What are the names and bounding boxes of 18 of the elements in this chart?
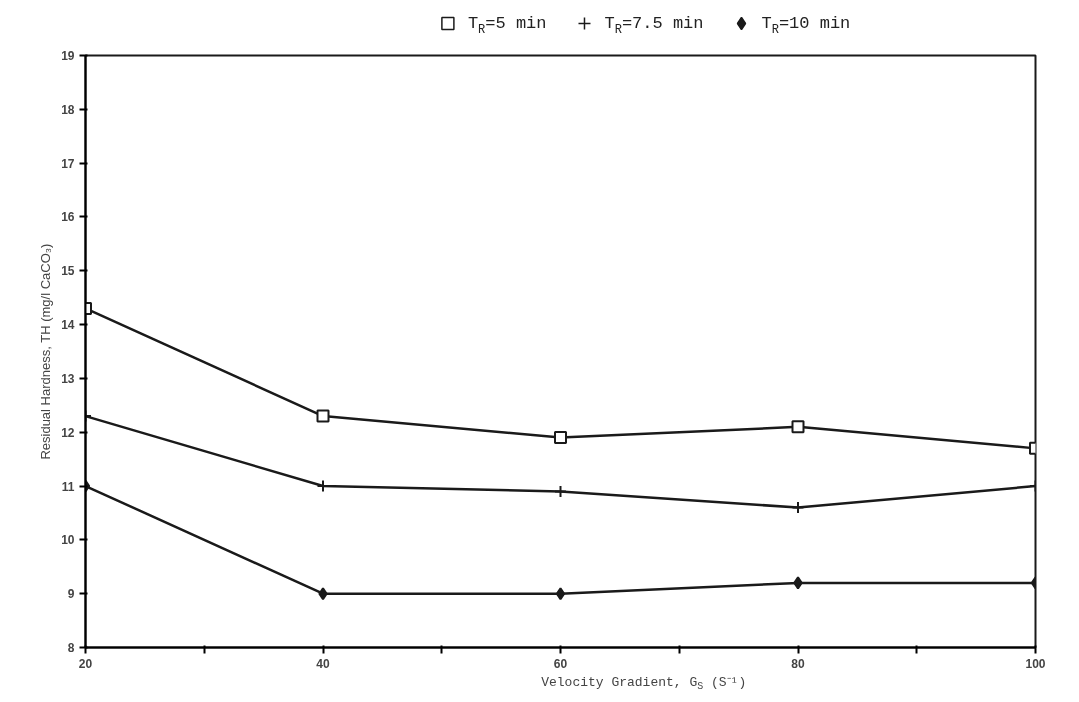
- y-tick-label: 19: [61, 49, 75, 63]
- y-tick-label: 13: [61, 371, 75, 386]
- y-tick-label: 18: [61, 102, 75, 117]
- x-tick-label: 80: [791, 656, 805, 671]
- y-tick-label: 14: [61, 318, 75, 333]
- x-tick-label: 40: [316, 656, 330, 671]
- y-axis-title: Residual Hardness, TH (mg/l CaCO₃): [38, 243, 54, 460]
- y-tick-label: 16: [61, 210, 75, 225]
- y-tick-label: 17: [61, 156, 75, 171]
- y-tick-label: 10: [61, 533, 75, 548]
- x-tick-label: 100: [1025, 656, 1046, 671]
- y-tick-label: 9: [67, 587, 75, 602]
- y-tick-label: 15: [61, 264, 75, 279]
- y-tick-label: 8: [67, 641, 75, 655]
- y-tick-label: 11: [61, 479, 75, 494]
- x-tick-label: 60: [553, 656, 568, 671]
- x-tick-label: 20: [78, 656, 93, 671]
- y-tick-label: 12: [61, 425, 75, 440]
